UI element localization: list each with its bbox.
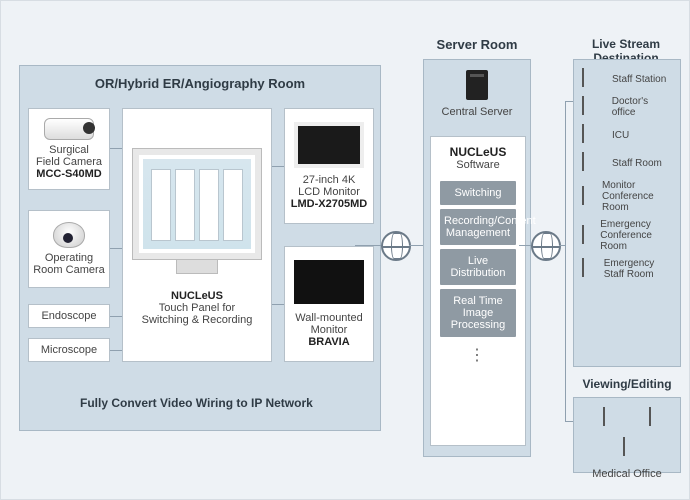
endoscope-block: Endoscope — [28, 304, 110, 328]
monitor-icon — [582, 226, 596, 246]
stream-panel: Staff Station Doctor's office ICU Staff Roo… — [573, 59, 681, 367]
stream-item: Staff Room — [578, 150, 676, 176]
stream-item-label: Monitor Conference Room — [602, 180, 674, 213]
or-panel: OR/Hybrid ER/Angiography Room Surgical F… — [19, 65, 381, 431]
server-panel: Central Server NUCLeUS Software Switchin… — [423, 59, 531, 457]
central-server-label: Central Server — [424, 106, 530, 118]
stream-item: Staff Station — [578, 66, 676, 92]
nucleus-panel-block: NUCLeUS Touch Panel for Switching & Reco… — [122, 108, 272, 362]
monitor-icon — [582, 153, 608, 173]
bravia-model: BRAVIA — [308, 336, 349, 348]
or-camera-block: Operating Room Camera — [28, 210, 110, 288]
or-panel-title: OR/Hybrid ER/Angiography Room — [20, 76, 380, 91]
touch-panel-icon — [133, 149, 261, 259]
monitor-icon — [582, 259, 600, 279]
lcd-icon — [294, 122, 364, 168]
camera-icon — [44, 118, 94, 140]
nucleus-sub: Touch Panel for Switching & Recording — [142, 302, 253, 326]
bravia-label: Wall-mounted Monitor — [295, 312, 362, 336]
monitor-icon — [607, 438, 641, 464]
btn-recording: Recording/Content Management — [440, 209, 516, 245]
diagram-root: OR/Hybrid ER/Angiography Room Surgical F… — [0, 0, 690, 500]
nucleus-sw-sub: Software — [456, 159, 499, 171]
view-title: Viewing/Editing — [573, 377, 681, 391]
stream-item: Emergency Conference Room — [578, 217, 676, 254]
stream-item: Monitor Conference Room — [578, 178, 676, 215]
stream-item-label: Emergency Staff Room — [604, 258, 674, 280]
btn-realtime: Real Time Image Processing — [440, 289, 516, 337]
endoscope-label: Endoscope — [41, 310, 96, 322]
lcd-model: LMD-X2705MD — [291, 198, 367, 210]
surgical-camera-label: Surgical Field Camera — [36, 144, 102, 168]
monitor-icon — [587, 408, 621, 434]
surgical-camera-block: Surgical Field Camera MCC-S40MD — [28, 108, 110, 190]
stream-item: Emergency Staff Room — [578, 256, 676, 282]
or-camera-label: Operating Room Camera — [33, 252, 105, 276]
server-icon — [466, 70, 488, 100]
server-title: Server Room — [423, 37, 531, 52]
lcd-label: 27-inch 4K LCD Monitor — [298, 174, 360, 198]
stream-item-label: ICU — [612, 130, 629, 141]
lcd-4k-block: 27-inch 4K LCD Monitor LMD-X2705MD — [284, 108, 374, 224]
stream-item: Doctor's office — [578, 94, 676, 120]
nucleus-sw-title: NUCLeUS — [450, 145, 507, 159]
bravia-icon — [294, 260, 364, 304]
monitor-icon — [582, 69, 608, 89]
microscope-label: Microscope — [41, 344, 97, 356]
surgical-camera-model: MCC-S40MD — [36, 168, 101, 180]
bravia-block: Wall-mounted Monitor BRAVIA — [284, 246, 374, 362]
network-icon-2 — [531, 231, 561, 261]
stream-item-label: Emergency Conference Room — [600, 219, 674, 252]
monitor-icon — [633, 408, 667, 434]
stream-item: ICU — [578, 122, 676, 148]
btn-switching: Switching — [440, 181, 516, 205]
or-footer: Fully Convert Video Wiring to IP Network — [80, 396, 313, 410]
dome-camera-icon — [53, 222, 85, 248]
microscope-block: Microscope — [28, 338, 110, 362]
more-dots: ⋮ — [469, 345, 487, 365]
monitor-icon — [582, 97, 608, 117]
monitor-icon — [582, 125, 608, 145]
medical-office-label: Medical Office — [574, 468, 680, 480]
stream-item-label: Staff Room — [612, 158, 662, 169]
nucleus-title: NUCLeUS — [171, 290, 223, 302]
stream-item-label: Staff Station — [612, 74, 666, 85]
btn-live: Live Distribution — [440, 249, 516, 285]
view-panel: Medical Office — [573, 397, 681, 473]
stream-item-label: Doctor's office — [612, 96, 674, 118]
network-icon — [381, 231, 411, 261]
nucleus-software-block: NUCLeUS Software Switching Recording/Con… — [430, 136, 526, 446]
monitor-icon — [582, 187, 598, 207]
